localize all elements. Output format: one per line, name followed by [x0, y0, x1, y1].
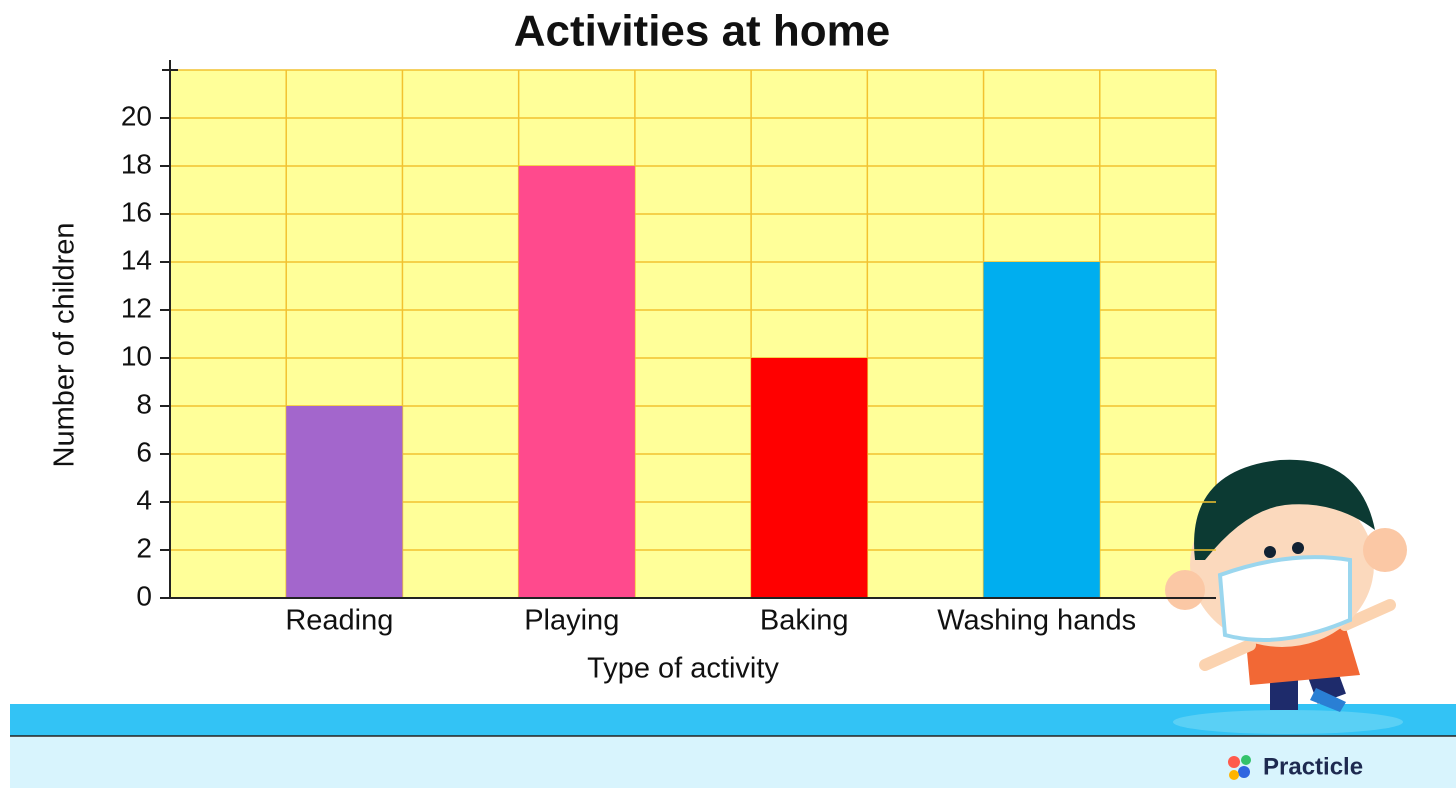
y-tick-label: 4 [136, 484, 152, 515]
kid-illustration [1165, 459, 1407, 734]
y-tick-label: 8 [136, 388, 152, 419]
y-tick-label: 20 [121, 100, 152, 131]
bar [518, 166, 635, 598]
y-tick-label: 2 [136, 532, 152, 563]
footer [10, 737, 1456, 788]
y-tick-label: 14 [121, 244, 152, 275]
x-axis-label: Type of activity [587, 653, 779, 685]
bar [286, 406, 403, 598]
x-tick-label: Baking [760, 605, 849, 637]
y-tick-label: 16 [121, 196, 152, 227]
bar [751, 358, 868, 598]
brand: Practicle [1263, 753, 1363, 780]
chart-title: Activities at home [514, 7, 891, 56]
y-tick-label: 0 [136, 580, 152, 611]
x-tick-label: Playing [524, 605, 619, 637]
y-axis-label: Number of children [49, 223, 81, 468]
bar [983, 262, 1100, 598]
y-tick-label: 10 [121, 340, 152, 371]
y-tick-label: 18 [121, 148, 152, 179]
x-tick-label: Reading [285, 605, 393, 637]
y-tick-label: 12 [121, 292, 152, 323]
x-tick-label: Washing hands [937, 605, 1136, 637]
logo-icon [1228, 755, 1251, 780]
y-tick-label: 6 [136, 436, 152, 467]
